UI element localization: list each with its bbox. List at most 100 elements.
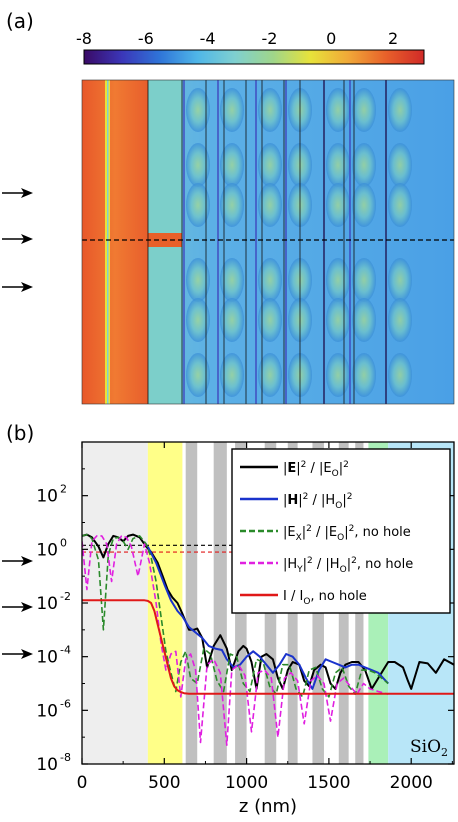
legend-entry-part: 2 (301, 460, 307, 470)
substrate-label: SiO2 (410, 737, 448, 759)
legend: |E|2 / |EO|2|H|2 / |HO|2|EX|2 / |EO|2, n… (231, 448, 451, 614)
field-node (326, 143, 350, 187)
arrow-icon (2, 234, 33, 244)
colorbar-tick-label: -8 (76, 29, 92, 48)
field-node (186, 88, 210, 132)
field-node (186, 258, 210, 302)
legend-entry-label: |HY|2 / |HO|2, no hole (283, 556, 413, 575)
y-tick-exponent: 0 (60, 536, 67, 549)
arrow-icon (2, 188, 33, 198)
field-node (220, 143, 244, 187)
series-line-2 (82, 533, 389, 698)
substrate-label-sub: 2 (441, 746, 448, 759)
legend-entry-label: |H|2 / |HO|2 (283, 492, 352, 511)
field-node (220, 183, 244, 227)
field-node (388, 258, 412, 302)
x-axis-label: z (nm) (239, 796, 297, 817)
colorbar-tick-label: -2 (261, 29, 277, 48)
field-map-layer-boundaries (147, 80, 387, 404)
legend-entry-part: | (347, 557, 351, 572)
field-node (220, 88, 244, 132)
field-node (352, 183, 376, 227)
legend-entry-part: |E (283, 525, 296, 540)
field-node (220, 353, 244, 397)
legend-entry-part: 2 (343, 460, 349, 470)
region-gray (213, 442, 227, 764)
region-gray (185, 442, 198, 764)
y-tick-label: 10 (36, 594, 58, 614)
field-map-frame (81, 79, 455, 405)
colorbar-tick-label: -4 (200, 29, 216, 48)
y-tick-exponent: -2 (60, 590, 71, 603)
y-tick-label: 10 (36, 755, 58, 775)
field-node (388, 298, 412, 342)
legend-entry-part: I / I (283, 589, 303, 604)
field-node (352, 298, 376, 342)
field-node (326, 258, 350, 302)
incident-arrows-a (2, 188, 33, 292)
series-line-3 (82, 535, 389, 747)
arrow-icon (2, 649, 33, 659)
field-node (388, 353, 412, 397)
y-tick-label: 10 (36, 701, 58, 721)
legend-entry-part: , no hole (354, 525, 410, 540)
legend-entry-part: / |H (313, 557, 340, 572)
field-map (82, 80, 454, 404)
legend-entry-part: 2 (351, 556, 357, 566)
legend-entry-part: |H (283, 557, 297, 572)
y-tick-label: 10 (36, 540, 58, 560)
field-node (258, 353, 282, 397)
legend-entry-part: O (337, 533, 344, 543)
legend-entry-part: O (335, 501, 342, 511)
field-node (352, 258, 376, 302)
legend-entry-part: H (287, 493, 298, 508)
field-node (352, 88, 376, 132)
x-tick-label: 1500 (307, 773, 350, 793)
field-node (352, 143, 376, 187)
legend-entry-part: / |H (308, 493, 335, 508)
y-tick-base: 10 (36, 594, 58, 614)
x-tick-label: 2000 (390, 773, 433, 793)
legend-entry-part: | (339, 461, 343, 476)
field-node (326, 353, 350, 397)
legend-entry-part: X (296, 533, 302, 543)
x-tick-label: 1000 (225, 773, 268, 793)
series-group (82, 533, 454, 747)
legend-entry-part: | (303, 557, 307, 572)
y-tick-base: 10 (36, 648, 58, 668)
field-node (220, 258, 244, 302)
colorbar-gradient (83, 49, 425, 65)
legend-entry-part: | (298, 493, 302, 508)
legend-entry-part: 2 (303, 492, 309, 502)
y-tick-base: 10 (36, 755, 58, 775)
field-node (220, 298, 244, 342)
field-node (388, 143, 412, 187)
substrate-label-text: SiO (410, 737, 441, 757)
legend-entry-part: O (332, 469, 339, 479)
panel-a: (a) -8 -6 -4 -2 0 2 (2, 9, 455, 405)
y-tick-base: 10 (36, 487, 58, 507)
field-node (258, 258, 282, 302)
x-axis: 0 500 1000 1500 2000 (77, 442, 453, 793)
field-node (258, 143, 282, 187)
field-node (186, 298, 210, 342)
colorbar-ticks: -8 -6 -4 -2 0 2 (76, 29, 398, 48)
field-node (326, 183, 350, 227)
colorbar-tick-label: 2 (388, 29, 398, 48)
legend-entry-part: 2 (307, 556, 313, 566)
field-node (186, 183, 210, 227)
legend-entry-part: / |E (312, 525, 337, 540)
colorbar: -8 -6 -4 -2 0 2 (76, 29, 425, 65)
y-tick-exponent: 2 (60, 483, 67, 496)
field-node (258, 88, 282, 132)
legend-entry-part: | (342, 493, 346, 508)
field-node (186, 143, 210, 187)
legend-entry-part: | (296, 461, 300, 476)
legend-entry-part: Y (296, 565, 303, 575)
legend-entry-part: 2 (306, 524, 312, 534)
field-node (326, 88, 350, 132)
field-node (352, 353, 376, 397)
arrow-icon (2, 282, 33, 292)
